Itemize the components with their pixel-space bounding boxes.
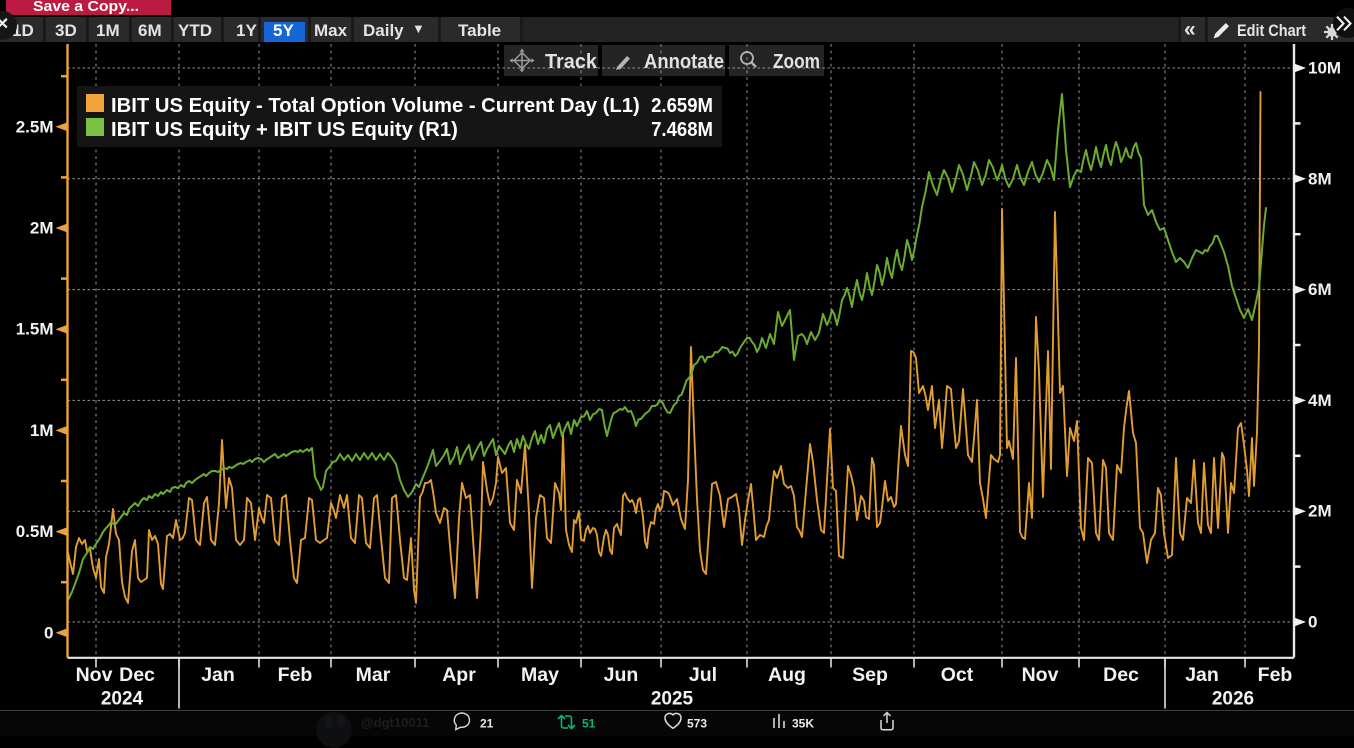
svg-text:Mar: Mar	[356, 664, 391, 686]
svg-text:Dec: Dec	[119, 664, 155, 686]
svg-text:Track: Track	[545, 51, 598, 73]
svg-text:2M: 2M	[1308, 502, 1332, 521]
svg-text:Aug: Aug	[768, 664, 806, 686]
svg-text:10M: 10M	[1308, 59, 1341, 78]
svg-text:2025: 2025	[651, 689, 694, 710]
svg-text:Dec: Dec	[1103, 664, 1139, 686]
svg-text:6M: 6M	[1308, 280, 1332, 299]
svg-text:4M: 4M	[1308, 391, 1332, 410]
svg-text:573: 573	[687, 717, 707, 731]
svg-text:2M: 2M	[30, 219, 54, 238]
svg-text:21: 21	[480, 717, 494, 731]
svg-text:35K: 35K	[792, 717, 814, 731]
svg-text:Nov: Nov	[76, 664, 113, 686]
svg-text:2.5M: 2.5M	[16, 117, 54, 136]
svg-text:Annotate: Annotate	[644, 51, 724, 73]
svg-text:Feb: Feb	[1258, 664, 1293, 686]
svg-text:Jun: Jun	[604, 664, 639, 686]
svg-text:0: 0	[44, 623, 53, 642]
svg-text:0.5M: 0.5M	[16, 522, 54, 541]
svg-text:Feb: Feb	[278, 664, 313, 686]
svg-text:2026: 2026	[1212, 689, 1254, 710]
svg-text:1M: 1M	[30, 421, 54, 440]
svg-text:8M: 8M	[1308, 169, 1332, 188]
svg-text:Jul: Jul	[689, 664, 717, 686]
svg-text:Oct: Oct	[941, 664, 974, 686]
svg-text:51: 51	[582, 717, 596, 731]
svg-text:Apr: Apr	[442, 664, 476, 686]
svg-text:2024: 2024	[101, 689, 144, 710]
svg-text:Jan: Jan	[201, 664, 235, 686]
svg-text:Zoom: Zoom	[773, 51, 820, 73]
svg-text:Jan: Jan	[1185, 664, 1219, 686]
svg-text:1.5M: 1.5M	[16, 320, 54, 339]
svg-text:0: 0	[1308, 613, 1317, 632]
svg-text:Sep: Sep	[852, 664, 888, 686]
svg-text:May: May	[521, 664, 559, 686]
svg-text:Nov: Nov	[1022, 664, 1059, 686]
